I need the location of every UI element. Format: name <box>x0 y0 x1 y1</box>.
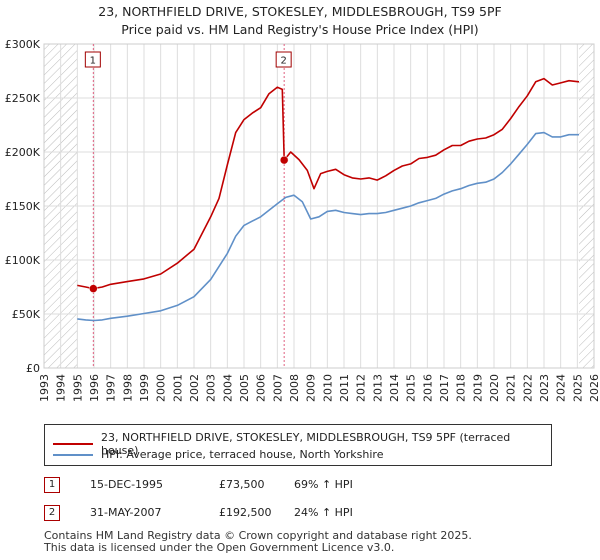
y-tick-label: £100K <box>5 254 41 267</box>
y-tick-label: £50K <box>12 308 41 321</box>
x-tick-label: 2010 <box>321 374 334 402</box>
legend-item-property: 23, NORTHFIELD DRIVE, STOKESLEY, MIDDLES… <box>53 431 551 457</box>
property-price-line <box>77 77 580 290</box>
sale-number-badge: 2 <box>44 505 60 521</box>
sale-price: £73,500 <box>219 478 265 491</box>
sale-marker-label: 1 <box>90 56 96 67</box>
x-tick-label: 2005 <box>238 374 251 402</box>
x-tick-label: 2007 <box>271 374 284 402</box>
x-tick-label: 2002 <box>188 374 201 402</box>
x-tick-label: 2000 <box>155 374 168 402</box>
x-tick-label: 2023 <box>538 374 551 402</box>
x-tick-label: 1999 <box>138 374 151 402</box>
x-tick-label: 2012 <box>355 374 368 402</box>
legend-item-hpi: HPI: Average price, terraced house, Nort… <box>53 448 383 461</box>
sale-date: 15-DEC-1995 <box>90 478 164 491</box>
legend: 23, NORTHFIELD DRIVE, STOKESLEY, MIDDLES… <box>44 424 552 466</box>
x-tick-label: 2017 <box>438 374 451 402</box>
footer-line-1: Contains HM Land Registry data © Crown c… <box>44 529 472 542</box>
x-tick-label: 2025 <box>571 374 584 402</box>
sale-hpi-change: 24% ↑ HPI <box>294 506 353 519</box>
sale-number-badge: 1 <box>44 477 60 493</box>
x-tick-label: 2015 <box>405 374 418 402</box>
x-tick-label: 2009 <box>305 374 318 402</box>
x-tick-label: 2016 <box>421 374 434 402</box>
x-tick-label: 2011 <box>338 374 351 402</box>
y-tick-label: £0 <box>26 362 40 375</box>
sale-point <box>279 155 289 165</box>
x-tick-label: 2004 <box>221 374 234 402</box>
x-tick-label: 1996 <box>88 374 101 402</box>
x-tick-label: 1998 <box>121 374 134 402</box>
sale-date: 31-MAY-2007 <box>90 506 162 519</box>
x-tick-label: 2006 <box>255 374 268 402</box>
x-tick-label: 2021 <box>505 374 518 402</box>
chart-title: 23, NORTHFIELD DRIVE, STOKESLEY, MIDDLES… <box>98 4 502 19</box>
x-tick-label: 1995 <box>71 374 84 402</box>
x-tick-label: 2018 <box>455 374 468 402</box>
sale-row: 2 31-MAY-2007 £192,500 24% ↑ HPI <box>44 505 544 521</box>
legend-swatch-property <box>53 443 93 445</box>
x-tick-label: 1997 <box>105 374 118 402</box>
y-tick-label: £250K <box>5 92 41 105</box>
sale-marker-label: 2 <box>280 56 286 67</box>
footer: Contains HM Land Registry data © Crown c… <box>44 530 472 554</box>
footer-line-2: This data is licensed under the Open Gov… <box>44 541 395 554</box>
y-tick-label: £150K <box>5 200 41 213</box>
x-tick-label: 2020 <box>488 374 501 402</box>
plot-border <box>43 43 595 369</box>
x-tick-label: 2019 <box>471 374 484 402</box>
x-tick-label: 1994 <box>55 374 68 402</box>
legend-label-property: 23, NORTHFIELD DRIVE, STOKESLEY, MIDDLES… <box>100 431 511 457</box>
sale-hpi-change: 69% ↑ HPI <box>294 478 353 491</box>
hpi-line <box>77 131 579 322</box>
x-tick-label: 2001 <box>171 374 184 402</box>
x-tick-label: 2013 <box>371 374 384 402</box>
x-tick-label: 1993 <box>38 374 51 402</box>
sale-point <box>89 284 98 293</box>
legend-label-hpi: HPI: Average price, terraced house, Nort… <box>101 448 384 461</box>
sale-marker-box <box>84 51 101 68</box>
y-tick-label: £200K <box>5 146 41 159</box>
sale-price: £192,500 <box>219 506 272 519</box>
x-tick-label: 2014 <box>388 374 401 402</box>
legend-swatch-hpi <box>53 453 93 456</box>
chart-subtitle: Price paid vs. HM Land Registry's House … <box>121 22 479 37</box>
y-tick-label: £300K <box>5 38 41 51</box>
x-tick-label: 2008 <box>288 374 301 402</box>
sale-marker-box <box>275 51 292 68</box>
sale-row: 1 15-DEC-1995 £73,500 69% ↑ HPI <box>44 477 544 493</box>
x-tick-label: 2022 <box>521 374 534 402</box>
x-tick-label: 2003 <box>205 374 218 402</box>
x-tick-label: 2024 <box>555 374 568 402</box>
x-tick-label: 2026 <box>588 374 600 402</box>
